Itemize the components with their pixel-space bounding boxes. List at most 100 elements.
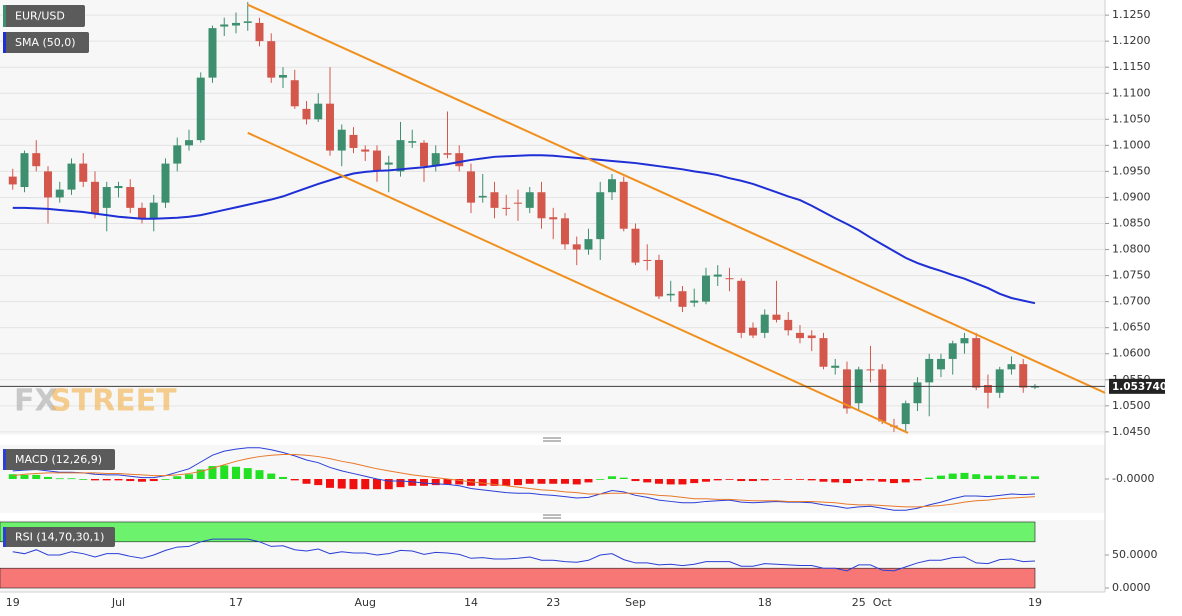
- macd-histogram-bar: [619, 477, 628, 479]
- last-price-box: [1109, 378, 1165, 394]
- candle-body: [913, 382, 922, 404]
- macd-histogram-bar: [455, 479, 464, 485]
- legend-chip[interactable]: [3, 527, 115, 547]
- legend-chip[interactable]: [3, 32, 89, 53]
- macd-histogram-bar: [537, 479, 546, 484]
- macd-histogram-bar: [972, 474, 981, 479]
- y-tick-label: 1.1100: [1112, 86, 1151, 99]
- candle-body: [666, 293, 675, 296]
- macd-histogram-bar: [396, 479, 405, 488]
- candle-body: [960, 338, 969, 344]
- candle-body: [690, 300, 699, 303]
- candle-body: [443, 153, 452, 155]
- candle-body: [184, 140, 193, 146]
- candle-body: [208, 28, 217, 78]
- macd-histogram-bar: [1007, 474, 1016, 479]
- y-tick-label: 1.0500: [1112, 399, 1151, 412]
- y-tick-label: 1.1050: [1112, 112, 1151, 125]
- macd-histogram-bar: [419, 479, 428, 486]
- macd-histogram-bar: [91, 479, 99, 481]
- candle-body: [925, 358, 934, 383]
- legend-chip[interactable]: [3, 5, 85, 27]
- macd-histogram-bar: [372, 479, 381, 490]
- x-tick-label: Oct: [873, 596, 893, 609]
- candle-body: [138, 207, 146, 219]
- macd-histogram-bar: [325, 479, 334, 488]
- macd-histogram-bar: [32, 474, 41, 479]
- candle-body: [584, 239, 593, 250]
- y-tick-label: 50.0000: [1112, 548, 1158, 561]
- oversold-band: [0, 567, 1036, 589]
- macd-histogram-bar: [842, 479, 851, 484]
- macd-histogram-bar: [337, 479, 346, 489]
- candle-body: [231, 22, 240, 26]
- x-tick-label: 18: [758, 596, 772, 609]
- macd-histogram-bar: [525, 479, 534, 484]
- macd-histogram-bar: [737, 479, 746, 482]
- x-tick-label: 19: [1028, 596, 1042, 609]
- macd-histogram-bar: [690, 479, 699, 484]
- candle-body: [737, 280, 746, 333]
- macd-histogram-bar: [502, 479, 511, 486]
- macd-histogram-bar: [231, 466, 240, 479]
- candle-body: [607, 179, 616, 193]
- legend-swatch: [3, 527, 6, 547]
- panel-grip[interactable]: [543, 437, 561, 519]
- macd-histogram-bar: [149, 479, 158, 482]
- candle-body: [842, 369, 851, 409]
- macd-histogram-bar: [772, 479, 781, 480]
- macd-histogram-bar: [572, 479, 581, 485]
- overbought-band: [0, 521, 1036, 543]
- candle-body: [772, 314, 781, 320]
- candle-body: [936, 358, 945, 370]
- candle-body: [302, 108, 311, 120]
- legend-title: EUR/USD: [15, 10, 65, 23]
- candle-body: [713, 274, 722, 277]
- y-tick-label: 1.0950: [1112, 164, 1151, 177]
- macd-histogram-bar: [819, 479, 828, 482]
- candle-body: [44, 171, 52, 198]
- macd-histogram-bar: [349, 479, 358, 490]
- legend-macd: MACD (12,26,9): [15, 453, 102, 466]
- macd-histogram-bar: [701, 479, 710, 482]
- macd-histogram-bar: [913, 479, 922, 481]
- macd-histogram-bar: [760, 479, 769, 481]
- macd-histogram-bar: [278, 476, 287, 479]
- macd-histogram-bar: [361, 479, 370, 490]
- candle-body: [878, 369, 887, 422]
- candle-body: [79, 163, 88, 182]
- candle-body: [866, 369, 875, 371]
- candle-body: [784, 319, 793, 331]
- candle-body: [619, 181, 628, 229]
- macd-line: [12, 447, 1035, 511]
- macd-histogram-bar: [995, 475, 1004, 479]
- legend-chip[interactable]: [3, 449, 115, 470]
- candle-body: [314, 103, 323, 120]
- candle-body: [102, 187, 111, 208]
- macd-histogram-bar: [666, 479, 675, 485]
- macd-histogram-bar: [44, 476, 52, 479]
- candle-body: [8, 176, 17, 185]
- x-tick-label: Aug: [354, 596, 375, 609]
- macd-histogram-bar: [549, 479, 558, 484]
- candle-body: [490, 192, 499, 208]
- candle-body: [372, 150, 381, 172]
- macd-histogram-bar: [901, 479, 910, 483]
- candle-body: [807, 335, 816, 339]
- x-tick-label: 14: [464, 596, 478, 609]
- macd-histogram-bar: [408, 479, 417, 486]
- candle-body: [725, 278, 734, 280]
- candle-body: [972, 338, 981, 388]
- candle-body: [819, 338, 828, 367]
- macd-histogram-bar: [243, 468, 252, 479]
- candle-body: [549, 217, 558, 220]
- x-tick-label: Sep: [625, 596, 646, 609]
- y-tick-label: 1.1250: [1112, 8, 1151, 21]
- macd-histogram-bar: [631, 479, 640, 482]
- macd-histogram-bar: [878, 479, 887, 482]
- y-tick-label: 1.0600: [1112, 347, 1151, 360]
- candle-body: [20, 153, 29, 188]
- macd-histogram-bar: [643, 479, 652, 483]
- candle-body: [643, 259, 652, 261]
- last-price-label: 1.053740: [1112, 381, 1167, 393]
